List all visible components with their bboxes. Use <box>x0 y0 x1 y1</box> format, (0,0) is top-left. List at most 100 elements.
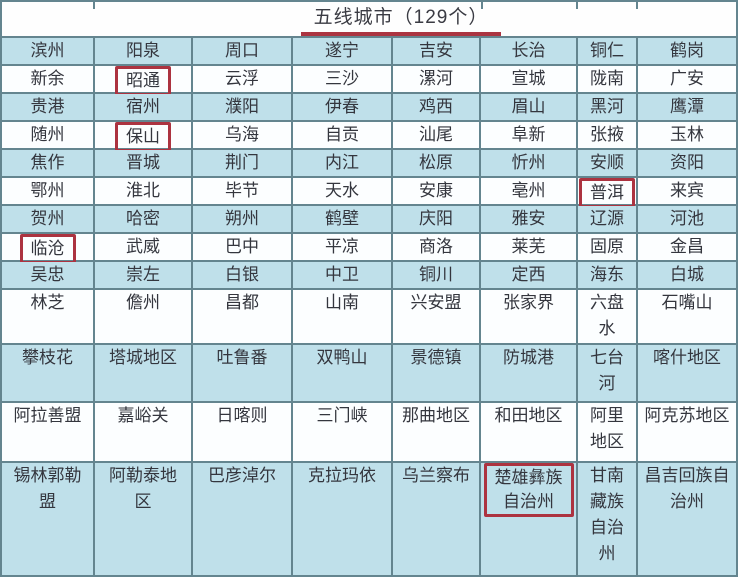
table-cell: 定西 <box>481 262 576 288</box>
table-cell: 宿州 <box>95 94 191 120</box>
table-cell: 安康 <box>393 178 479 204</box>
table-cell: 宣城 <box>481 66 576 92</box>
table-cell: 荆门 <box>193 150 291 176</box>
table-cell: 双鸭山 <box>293 345 391 401</box>
table-cell: 巴中 <box>193 234 291 260</box>
table-cell: 楚雄彝族 自治州 <box>481 463 576 575</box>
table-cell: 辽源 <box>578 206 636 232</box>
page-title: 五线城市（129个） <box>300 5 502 36</box>
table-cell: 三沙 <box>293 66 391 92</box>
table-cell: 中卫 <box>293 262 391 288</box>
table-cell: 莱芜 <box>481 234 576 260</box>
column-border-stub <box>636 0 638 9</box>
table-cell: 鄂州 <box>2 178 93 204</box>
table-cell: 兴安盟 <box>393 290 479 343</box>
table-cell: 云浮 <box>193 66 291 92</box>
table-cell: 松原 <box>393 150 479 176</box>
table-cell: 贺州 <box>2 206 93 232</box>
table-cell: 白城 <box>638 262 736 288</box>
table-cell: 毕节 <box>193 178 291 204</box>
table-cell: 金昌 <box>638 234 736 260</box>
table-cell: 忻州 <box>481 150 576 176</box>
table-cell: 三门峡 <box>293 403 391 461</box>
table-cell: 河池 <box>638 206 736 232</box>
table-cell: 鹰潭 <box>638 94 736 120</box>
table-cell: 铜仁 <box>578 38 636 64</box>
table-cell: 焦作 <box>2 150 93 176</box>
table-cell: 内江 <box>293 150 391 176</box>
table-cell: 塔城地区 <box>95 345 191 401</box>
column-border-stub <box>93 0 95 9</box>
table-cell: 漯河 <box>393 66 479 92</box>
table-cell: 吉安 <box>393 38 479 64</box>
table-cell: 昭通 <box>95 66 191 96</box>
table-cell: 晋城 <box>95 150 191 176</box>
table-cell: 阿拉善盟 <box>2 403 93 461</box>
table-cell: 六盘 水 <box>578 290 636 343</box>
table-cell: 鹤壁 <box>293 206 391 232</box>
table-cell: 天水 <box>293 178 391 204</box>
table-cell: 鸡西 <box>393 94 479 120</box>
column-border-stub <box>576 0 578 9</box>
table-cell: 伊春 <box>293 94 391 120</box>
table-cell: 白银 <box>193 262 291 288</box>
table-cell: 黑河 <box>578 94 636 120</box>
table-cell: 朔州 <box>193 206 291 232</box>
table-cell: 哈密 <box>95 206 191 232</box>
table-cell: 昌都 <box>193 290 291 343</box>
table-cell: 商洛 <box>393 234 479 260</box>
table-cell: 平凉 <box>293 234 391 260</box>
table-cell: 攀枝花 <box>2 345 93 401</box>
table-cell: 来宾 <box>638 178 736 204</box>
table-cell: 铜川 <box>393 262 479 288</box>
table-cell: 海东 <box>578 262 636 288</box>
table-cell: 普洱 <box>578 178 636 208</box>
table-cell: 巴彦淖尔 <box>193 463 291 575</box>
table-cell: 阳泉 <box>95 38 191 64</box>
table-cell: 临沧 <box>2 234 93 264</box>
table-cell: 石嘴山 <box>638 290 736 343</box>
table-cell: 儋州 <box>95 290 191 343</box>
table-cell: 贵港 <box>2 94 93 120</box>
table-cell: 濮阳 <box>193 94 291 120</box>
table-cell: 固原 <box>578 234 636 260</box>
table-cell: 昌吉回族自 治州 <box>638 463 736 575</box>
table-cell: 甘南 藏族 自治 州 <box>578 463 636 575</box>
table-cell: 七台 河 <box>578 345 636 401</box>
table-cell: 阿里 地区 <box>578 403 636 461</box>
table-cell: 随州 <box>2 122 93 148</box>
table-cell: 玉林 <box>638 122 736 148</box>
table-cell: 那曲地区 <box>393 403 479 461</box>
table-cell: 滨州 <box>2 38 93 64</box>
table-cell: 陇南 <box>578 66 636 92</box>
table-cell: 张掖 <box>578 122 636 148</box>
table-cell: 鹤岗 <box>638 38 736 64</box>
table-cell: 克拉玛依 <box>293 463 391 575</box>
table-cell: 崇左 <box>95 262 191 288</box>
table-cell: 山南 <box>293 290 391 343</box>
table-cell: 雅安 <box>481 206 576 232</box>
table-cell: 自贡 <box>293 122 391 148</box>
table-cell: 张家界 <box>481 290 576 343</box>
highlight-box: 保山 <box>115 122 171 152</box>
table-cell: 新余 <box>2 66 93 92</box>
table-cell: 淮北 <box>95 178 191 204</box>
table-cell: 保山 <box>95 122 191 152</box>
table-cell: 吐鲁番 <box>193 345 291 401</box>
table-cell: 嘉峪关 <box>95 403 191 461</box>
table-cell: 庆阳 <box>393 206 479 232</box>
table-cell: 吴忠 <box>2 262 93 288</box>
table-cell: 日喀则 <box>193 403 291 461</box>
table-cell: 林芝 <box>2 290 93 343</box>
table-cell: 阿克苏地区 <box>638 403 736 461</box>
table-cell: 乌兰察布 <box>393 463 479 575</box>
table-cell: 长治 <box>481 38 576 64</box>
table-cell: 亳州 <box>481 178 576 204</box>
table-cell: 眉山 <box>481 94 576 120</box>
table-cell: 和田地区 <box>481 403 576 461</box>
table-cell: 阜新 <box>481 122 576 148</box>
highlight-box: 普洱 <box>579 178 635 208</box>
table-cell: 安顺 <box>578 150 636 176</box>
table-cell: 景德镇 <box>393 345 479 401</box>
